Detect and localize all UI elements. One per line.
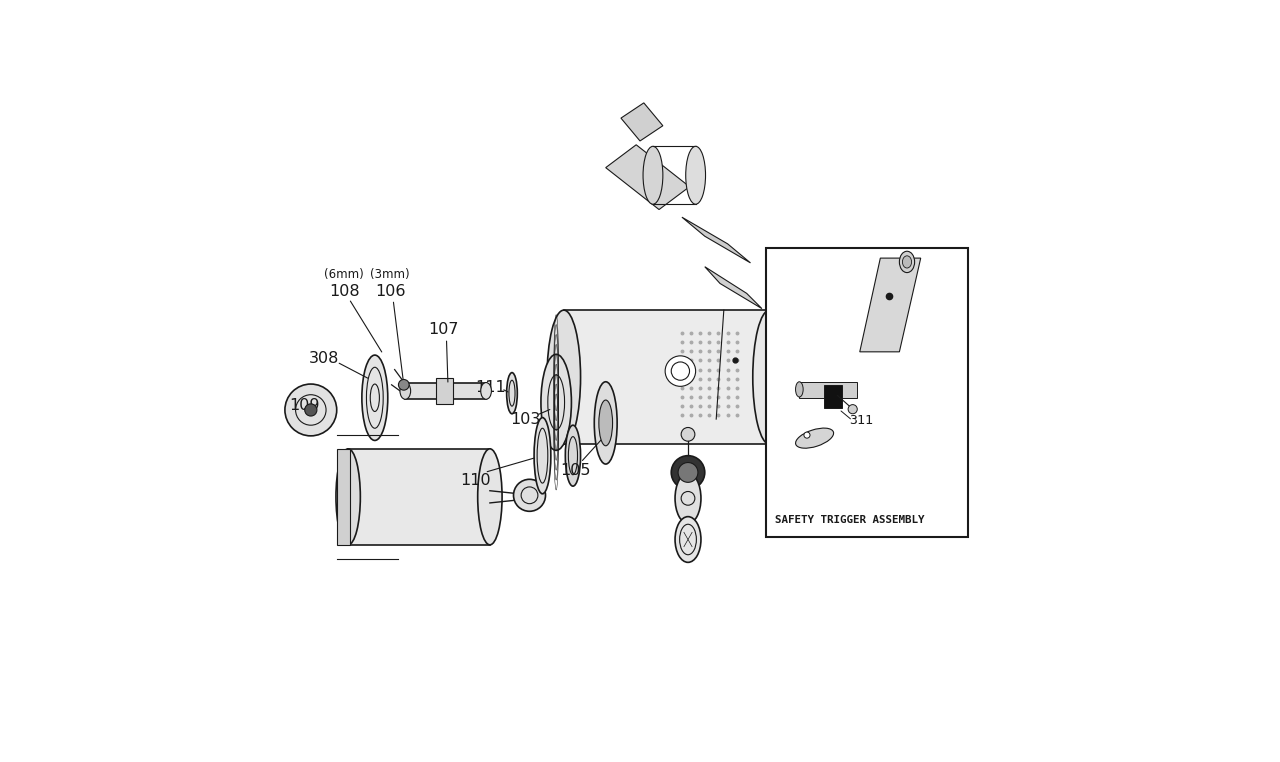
Ellipse shape	[481, 383, 492, 399]
Polygon shape	[860, 258, 920, 352]
Text: 109: 109	[289, 398, 320, 413]
Ellipse shape	[796, 428, 833, 448]
Polygon shape	[406, 383, 486, 399]
Circle shape	[513, 479, 545, 511]
Ellipse shape	[902, 256, 911, 268]
Text: 107: 107	[428, 322, 458, 337]
Circle shape	[678, 463, 698, 482]
Text: (6mm): (6mm)	[324, 267, 365, 281]
Polygon shape	[605, 145, 690, 210]
Ellipse shape	[335, 449, 361, 545]
Bar	[765, 248, 968, 537]
Bar	[435, 378, 453, 404]
Ellipse shape	[566, 425, 581, 486]
Text: 311: 311	[850, 415, 873, 427]
Circle shape	[398, 379, 410, 390]
Text: 105: 105	[559, 463, 590, 479]
Ellipse shape	[541, 354, 571, 450]
Ellipse shape	[507, 373, 517, 414]
Text: 108: 108	[329, 283, 360, 299]
Ellipse shape	[799, 330, 826, 429]
Ellipse shape	[477, 449, 502, 545]
Circle shape	[671, 456, 705, 489]
Ellipse shape	[869, 367, 877, 392]
Ellipse shape	[643, 146, 663, 204]
Ellipse shape	[796, 382, 803, 397]
Polygon shape	[893, 358, 923, 411]
Circle shape	[305, 404, 317, 416]
Ellipse shape	[675, 473, 701, 523]
Ellipse shape	[399, 383, 411, 399]
Polygon shape	[824, 385, 842, 408]
Circle shape	[804, 432, 810, 438]
Text: 308: 308	[308, 351, 339, 366]
Text: 111: 111	[475, 379, 506, 395]
Bar	[348, 449, 490, 545]
Ellipse shape	[936, 373, 945, 397]
Circle shape	[681, 427, 695, 441]
Ellipse shape	[534, 418, 550, 494]
Circle shape	[849, 405, 858, 414]
Circle shape	[285, 384, 337, 436]
Ellipse shape	[547, 310, 581, 444]
Polygon shape	[922, 373, 941, 397]
Bar	[338, 449, 349, 545]
Polygon shape	[682, 217, 750, 263]
Ellipse shape	[900, 251, 915, 273]
Polygon shape	[705, 267, 762, 309]
Ellipse shape	[753, 310, 786, 444]
Text: (3mm): (3mm)	[370, 267, 410, 281]
Circle shape	[666, 356, 695, 386]
Polygon shape	[621, 103, 663, 141]
Ellipse shape	[362, 355, 388, 440]
Polygon shape	[799, 382, 858, 398]
Ellipse shape	[594, 382, 617, 464]
Text: SAFETY TRIGGER ASSEMBLY: SAFETY TRIGGER ASSEMBLY	[774, 516, 924, 526]
Ellipse shape	[841, 363, 850, 396]
Ellipse shape	[686, 146, 705, 204]
Bar	[563, 310, 769, 444]
Ellipse shape	[599, 400, 613, 446]
Text: 103: 103	[511, 411, 541, 427]
Text: 106: 106	[375, 283, 406, 299]
Ellipse shape	[675, 517, 701, 562]
Text: 110: 110	[460, 472, 490, 488]
